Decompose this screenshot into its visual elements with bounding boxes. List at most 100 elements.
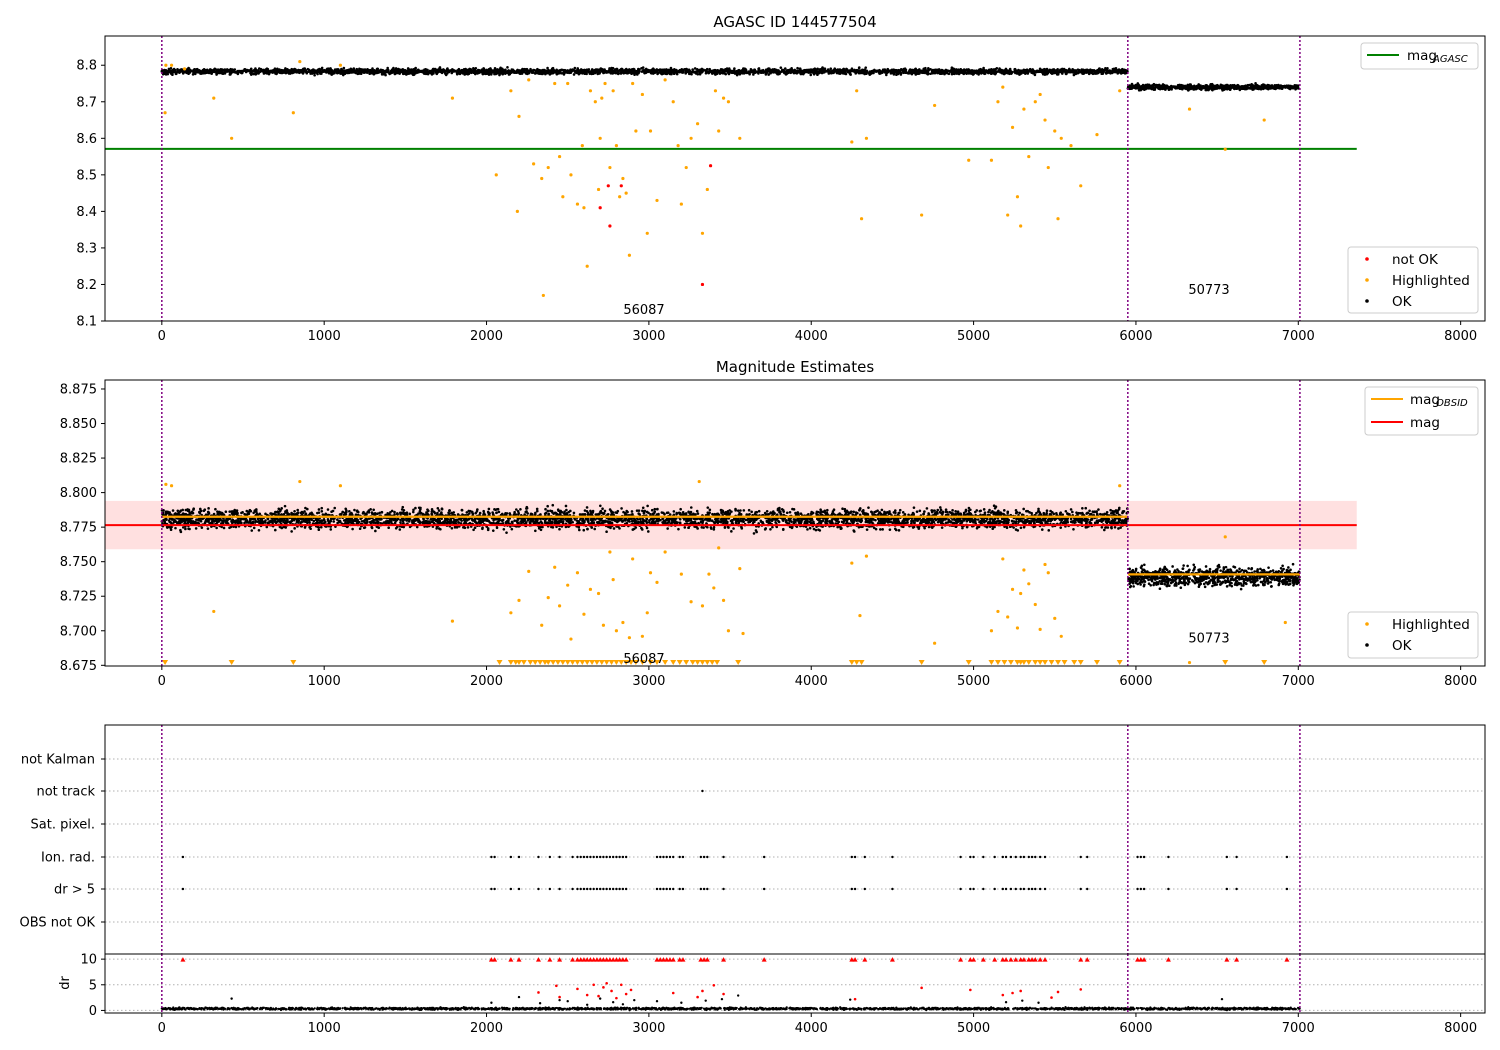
ok-point <box>998 68 1002 72</box>
highlighted-point <box>1056 217 1060 221</box>
y-tick-label: 8.2 <box>76 278 97 293</box>
ok-point <box>1048 68 1052 72</box>
ok-point <box>352 68 356 72</box>
ok-point <box>983 72 987 76</box>
ok-point <box>1271 86 1275 89</box>
highlighted-point <box>450 96 455 100</box>
x-tick-label: 1000 <box>308 329 341 344</box>
highlighted-point <box>1187 107 1192 111</box>
ok-point <box>170 70 174 73</box>
y-tick-label: 8.7 <box>76 95 97 110</box>
highlighted-point <box>631 81 635 86</box>
ok-point <box>328 70 331 74</box>
ok-point <box>173 70 176 74</box>
ok-point <box>1177 86 1181 90</box>
highlighted-point <box>1095 133 1099 137</box>
ok-point <box>585 69 589 72</box>
ok-point <box>386 66 389 70</box>
ok-point <box>1161 83 1165 86</box>
ok-point <box>943 69 946 73</box>
ok-point <box>349 70 353 73</box>
ok-point <box>401 505 405 509</box>
highlighted-point <box>1019 224 1023 228</box>
ok-point <box>688 72 691 76</box>
ok-point <box>560 72 564 75</box>
ok-point <box>411 72 415 76</box>
ok-point <box>879 528 882 531</box>
ok-point <box>561 68 565 72</box>
ok-point <box>1092 69 1095 73</box>
legend-marker <box>1365 278 1369 282</box>
ok-point <box>810 68 814 72</box>
ok-point <box>187 67 191 70</box>
ok-point <box>296 508 299 512</box>
highlighted-point <box>627 253 632 257</box>
highlighted-point <box>1033 100 1037 104</box>
ok-point <box>310 70 313 73</box>
ok-point <box>404 70 407 73</box>
highlighted-point <box>338 63 343 67</box>
not-ok-point <box>598 206 602 210</box>
ok-point <box>197 68 201 72</box>
ok-point <box>764 70 767 74</box>
highlighted-point <box>164 63 168 67</box>
ok-point <box>208 69 212 72</box>
ok-point <box>679 507 682 511</box>
ok-point <box>880 70 883 74</box>
ok-point <box>1273 84 1276 87</box>
ok-point <box>733 67 736 70</box>
highlighted-point <box>713 89 718 93</box>
not-ok-point <box>619 184 623 188</box>
highlighted-point <box>569 173 573 177</box>
ok-point <box>1007 71 1010 75</box>
ok-point <box>816 70 820 74</box>
ok-point <box>195 70 199 74</box>
ok-point <box>1241 85 1244 88</box>
highlighted-point <box>593 100 597 104</box>
y-tick-label: 8.6 <box>76 132 97 147</box>
ok-point <box>516 71 519 74</box>
ok-point <box>1114 67 1118 70</box>
ok-point <box>191 73 195 76</box>
ok-point <box>551 503 555 507</box>
ok-point <box>368 70 372 74</box>
ok-point <box>285 69 288 73</box>
highlighted-point <box>700 231 705 235</box>
ok-point <box>868 70 871 73</box>
ok-point <box>981 71 984 74</box>
ok-point <box>1184 87 1188 91</box>
ok-point <box>168 69 171 72</box>
ok-point <box>1253 86 1257 90</box>
ok-point <box>1167 88 1171 91</box>
ok-point <box>336 71 340 75</box>
ok-point <box>570 69 573 72</box>
ok-point <box>501 69 504 72</box>
ok-point <box>1254 83 1257 87</box>
ok-point <box>643 70 647 73</box>
ok-point <box>599 69 602 72</box>
highlighted-point <box>1053 129 1057 133</box>
highlighted-point <box>721 96 726 100</box>
ok-point <box>331 70 334 74</box>
not-ok-point <box>708 164 713 168</box>
ok-point <box>1197 85 1201 89</box>
ok-point <box>1159 86 1163 90</box>
ok-point <box>342 66 346 70</box>
ok-point <box>712 70 716 74</box>
ok-point <box>952 71 955 74</box>
ok-point <box>708 67 711 71</box>
ok-point <box>808 526 812 530</box>
ok-point <box>751 70 755 74</box>
highlighted-point <box>1022 107 1026 111</box>
ok-point <box>623 69 626 73</box>
x-tick-label: 4000 <box>795 329 828 344</box>
ok-point <box>424 68 428 72</box>
ok-point <box>305 70 308 74</box>
ok-point <box>999 71 1002 74</box>
ok-point <box>1238 85 1242 88</box>
highlighted-point <box>575 202 580 206</box>
ok-point <box>1084 70 1088 73</box>
ok-point <box>236 72 240 76</box>
ok-point <box>782 70 786 74</box>
ok-point <box>421 69 425 73</box>
